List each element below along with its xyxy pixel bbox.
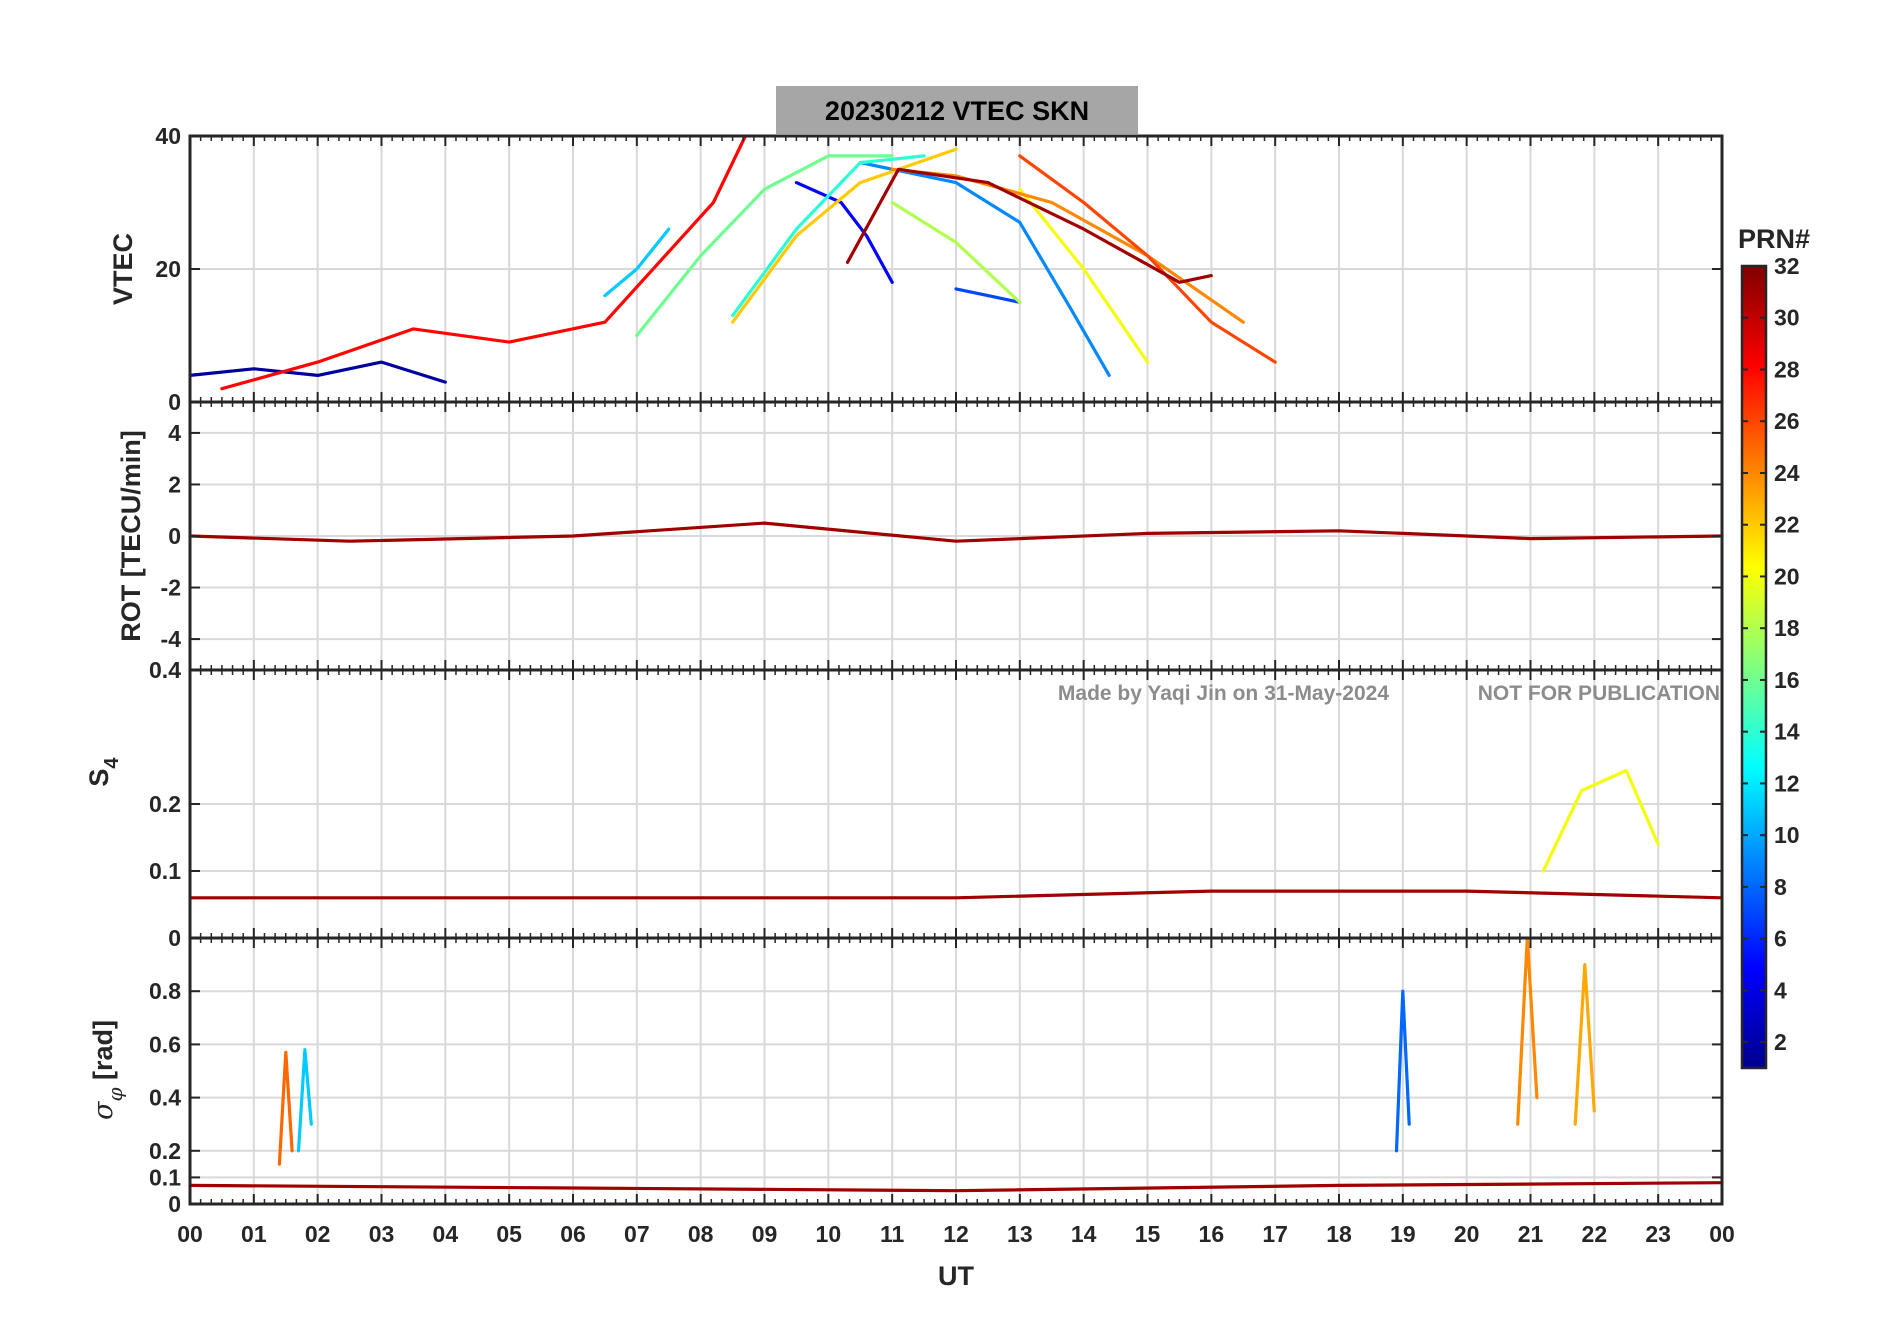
colorbar-tick-label: 30 — [1774, 305, 1800, 331]
series-line-sigphi-prn25 — [277, 1050, 294, 1166]
x-tick-label: 15 — [1135, 1221, 1161, 1247]
x-tick-label: 14 — [1071, 1221, 1097, 1247]
series-line-sigphi-prn23 — [1573, 962, 1596, 1126]
colorbar-tick-label: 22 — [1774, 512, 1800, 538]
series-line-sigphi-prn11 — [296, 1048, 313, 1153]
x-tick-label: 05 — [496, 1221, 522, 1247]
y-tick-label: 0.6 — [149, 1031, 181, 1057]
watermark-note: NOT FOR PUBLICATION — [1478, 682, 1720, 705]
series-line-vtec-prn31 — [845, 167, 1213, 284]
y-tick-label: 2 — [168, 471, 181, 497]
y-tick-label: 0.4 — [149, 1085, 181, 1111]
y-tick-label: 0.4 — [149, 657, 181, 683]
panel-rot: -4 -2 0 2 4 ROT [TECU/min] — [116, 400, 1724, 672]
title-box: 20230212 VTEC SKN — [776, 86, 1138, 134]
x-tick-label: 21 — [1518, 1221, 1544, 1247]
x-tick-label: 09 — [752, 1221, 778, 1247]
x-tick-label: 20 — [1454, 1221, 1480, 1247]
x-tick-label: 17 — [1262, 1221, 1288, 1247]
s4-axis-label: S4 — [84, 757, 123, 787]
series-line-vtec-prn7 — [954, 287, 1022, 304]
colorbar-tick-label: 4 — [1774, 977, 1787, 1003]
series-line-s4-prn20 — [1541, 768, 1660, 873]
y-tick-label: 40 — [155, 123, 181, 149]
colorbar-tick-label: 10 — [1774, 822, 1800, 848]
series-line-vtec-prn20 — [1018, 187, 1150, 364]
series-line-vtec-prn18 — [890, 200, 1022, 304]
colorbar-tick-label: 20 — [1774, 563, 1800, 589]
x-tick-label: 03 — [369, 1221, 395, 1247]
colorbar-tick-label: 28 — [1774, 356, 1800, 382]
colorbar-tick-label: 8 — [1774, 874, 1787, 900]
y-tick-label: -4 — [161, 626, 182, 652]
series-line-sigphi-prn31 — [188, 1181, 1724, 1193]
colorbar-tick-label: 14 — [1774, 719, 1800, 745]
y-tick-label: 4 — [168, 420, 181, 446]
colorbar-tick-label: 18 — [1774, 615, 1800, 641]
series-line-vtec-prn11 — [603, 227, 671, 298]
x-tick-label: 02 — [305, 1221, 331, 1247]
series-line-vtec-prn28 — [220, 134, 748, 391]
y-tick-label: 0 — [168, 523, 181, 549]
x-tick-label: 13 — [1007, 1221, 1033, 1247]
colorbar-tick-label: 16 — [1774, 667, 1800, 693]
colorbar-tick-label: 26 — [1774, 408, 1800, 434]
panel-s4: 0 0.1 0.2 0.4 S4 — [84, 657, 1724, 951]
panel-vtec: 0 20 40 VTEC — [108, 123, 1724, 415]
x-tick-label: 04 — [433, 1221, 459, 1247]
x-tick-label: 01 — [241, 1221, 267, 1247]
series-line-s4-prn31 — [188, 889, 1724, 900]
x-tick-label: 06 — [560, 1221, 586, 1247]
series-line-vtec-prn14 — [730, 154, 926, 318]
series-line-sigphi-prn8 — [1394, 989, 1411, 1153]
y-tick-label: -2 — [161, 575, 181, 601]
rot-axis-label: ROT [TECU/min] — [116, 430, 146, 641]
x-tick-label: 19 — [1390, 1221, 1416, 1247]
colorbar-gradient — [1740, 264, 1768, 1070]
x-axis-label: UT — [938, 1261, 974, 1291]
x-tick-label: 23 — [1645, 1221, 1671, 1247]
y-tick-label: 0 — [168, 1191, 181, 1217]
series-line-vtec-prn5 — [794, 181, 894, 284]
colorbar-tick-label: 32 — [1774, 253, 1800, 279]
colorbar-tick-label: 2 — [1774, 1029, 1787, 1055]
x-tick-labels: 00 01 02 03 04 05 06 07 08 09 10 11 12 13 14 15 16 17 18 19… — [177, 1221, 1735, 1247]
y-tick-label: 0 — [168, 925, 181, 951]
x-tick-label: 22 — [1582, 1221, 1608, 1247]
chart-title: 20230212 VTEC SKN — [825, 96, 1089, 126]
x-tick-label: 11 — [880, 1221, 905, 1247]
y-tick-label: 0.2 — [149, 1138, 181, 1164]
x-tick-label: 08 — [688, 1221, 714, 1247]
x-tick-label: 00 — [1709, 1221, 1735, 1247]
series-line-vtec-prn2 — [188, 360, 447, 384]
vtec-axis-label: VTEC — [108, 233, 138, 305]
colorbar-tick-label: 12 — [1774, 770, 1800, 796]
x-tick-label: 12 — [943, 1221, 969, 1247]
y-tick-label: 0.1 — [149, 858, 181, 884]
x-tick-label: 00 — [177, 1221, 203, 1247]
y-tick-label: 0.2 — [149, 791, 181, 817]
y-tick-label: 0.8 — [149, 978, 181, 1004]
watermark-author: Made by Yaqi Jin on 31-May-2024 — [1058, 682, 1389, 705]
series-line-vtec-prn22 — [730, 147, 958, 324]
series-line-vtec-prn26 — [1018, 154, 1277, 364]
x-tick-label: 16 — [1199, 1221, 1225, 1247]
colorbar-tick-label: 6 — [1774, 926, 1787, 952]
x-tick-label: 07 — [624, 1221, 650, 1247]
colorbar-label: PRN# — [1738, 224, 1810, 254]
x-tick-label: 18 — [1326, 1221, 1352, 1247]
y-tick-label: 0 — [168, 389, 181, 415]
series-line-sigphi-prn24 — [1516, 936, 1539, 1126]
panel-sigphi: 00.10.2 0.4 0.6 0.8 σφ [rad] — [88, 936, 1724, 1217]
colorbar-tick-label: 24 — [1774, 460, 1800, 486]
series-line-vtec-prn16 — [635, 154, 894, 338]
sigphi-axis-label: σφ [rad] — [88, 1020, 127, 1120]
y-tick-label: 20 — [155, 256, 181, 282]
y-tick-label: 0.1 — [149, 1164, 181, 1190]
series-line-rot-prn31 — [188, 521, 1724, 543]
series-line-vtec-prn9 — [858, 161, 1111, 377]
x-tick-label: 10 — [816, 1221, 842, 1247]
